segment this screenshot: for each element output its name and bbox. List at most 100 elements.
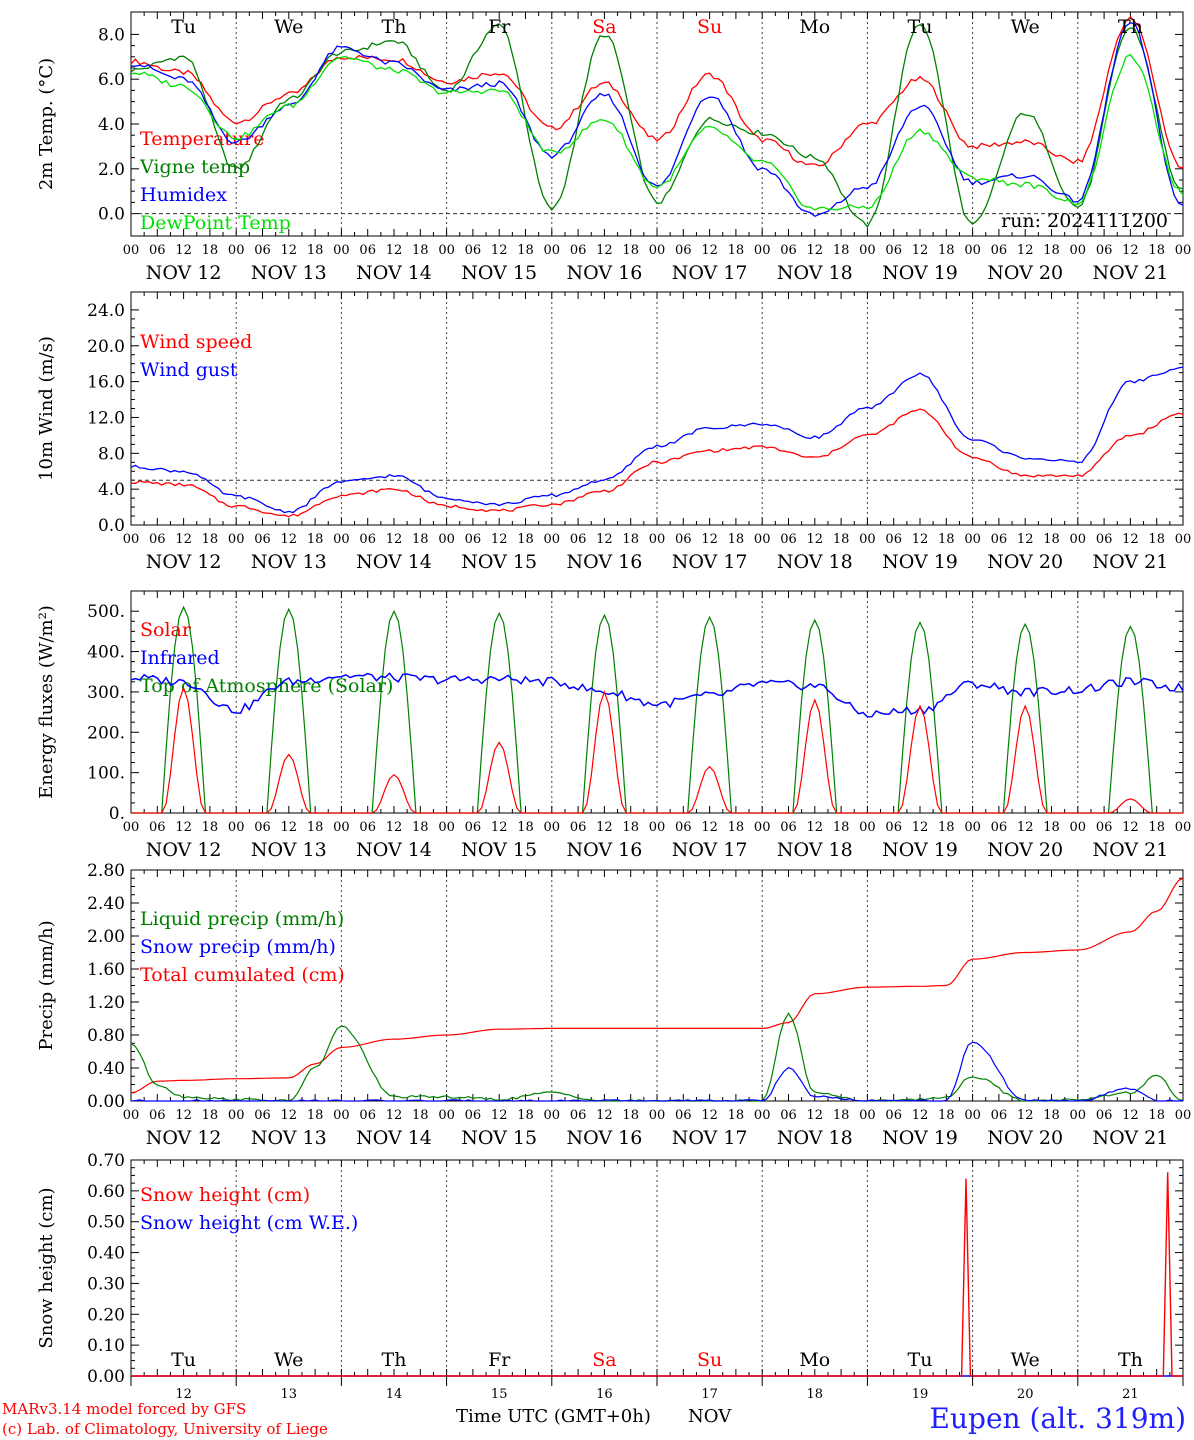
hour-label: 00 <box>1070 1108 1087 1123</box>
date-label: NOV 19 <box>882 1127 958 1149</box>
hour-label: 18 <box>833 243 850 258</box>
hour-label: 00 <box>754 243 771 258</box>
hour-label: 18 <box>833 532 850 547</box>
day-name: Tu <box>908 16 933 38</box>
hour-label: 18 <box>728 820 745 835</box>
hour-label: 06 <box>465 243 482 258</box>
y-tick-label: 0.0 <box>98 516 125 536</box>
hour-label: 00 <box>1070 243 1087 258</box>
date-label: NOV 21 <box>1092 551 1168 573</box>
date-label: NOV 13 <box>251 262 327 284</box>
hour-label: 18 <box>728 532 745 547</box>
hour-label: 00 <box>438 243 455 258</box>
hour-label: 06 <box>359 532 376 547</box>
y-tick-label: 1.60 <box>87 960 125 980</box>
hour-label: 18 <box>938 1108 955 1123</box>
day-number: 16 <box>596 1387 613 1400</box>
date-label: NOV 13 <box>251 1127 327 1149</box>
y-tick-label: 0.40 <box>87 1244 125 1264</box>
hour-label: 12 <box>596 1108 613 1123</box>
series-line <box>131 1172 1183 1377</box>
hour-label: 06 <box>570 243 587 258</box>
hour-label: 06 <box>465 1108 482 1123</box>
hour-label: 00 <box>228 820 245 835</box>
panel-2: 0.0 4.0 8.0 12.0 16.0 20.0 24.0 10m Wind (m/s) 0… <box>36 291 1191 573</box>
day-name: Th <box>382 1349 407 1371</box>
hour-label: 12 <box>596 243 613 258</box>
hour-label: 18 <box>412 532 429 547</box>
hour-label: 18 <box>622 1108 639 1123</box>
y-axis-label: Energy fluxes (W/m²) <box>36 605 57 799</box>
series-line <box>130 1041 1184 1102</box>
hour-label: 12 <box>596 820 613 835</box>
date-label: NOV 15 <box>461 551 537 573</box>
y-tick-label: 0.00 <box>87 1367 125 1387</box>
station-label: Eupen (alt. 319m) <box>929 1402 1186 1435</box>
day-name: Tu <box>171 16 196 38</box>
hour-label: 00 <box>754 532 771 547</box>
hour-label: 18 <box>833 1108 850 1123</box>
hour-label: 06 <box>675 1108 692 1123</box>
hour-label: 00 <box>123 1108 140 1123</box>
hour-label: 00 <box>228 243 245 258</box>
hour-label: 00 <box>333 1108 350 1123</box>
legend-entry: Total cumulated (cm) <box>140 964 345 986</box>
legend-entry: Infrared <box>140 647 220 669</box>
legend-entry: Liquid precip (mm/h) <box>140 908 344 930</box>
y-tick-label: 8.0 <box>98 444 125 464</box>
date-label: NOV 12 <box>146 262 222 284</box>
date-label: NOV 21 <box>1092 839 1168 861</box>
hour-label: 00 <box>333 820 350 835</box>
hour-label: 18 <box>202 820 219 835</box>
hour-label: 18 <box>1148 532 1165 547</box>
hour-label: 18 <box>728 1108 745 1123</box>
y-tick-label: 2.40 <box>87 894 125 914</box>
date-label: NOV 16 <box>566 839 642 861</box>
hour-label: 00 <box>964 243 981 258</box>
hour-label: 00 <box>964 1108 981 1123</box>
hour-label: 18 <box>412 243 429 258</box>
series-line <box>130 15 1184 169</box>
hour-label: 00 <box>123 243 140 258</box>
hour-label: 00 <box>123 532 140 547</box>
month-label: NOV <box>688 1406 732 1427</box>
hour-label: 06 <box>570 820 587 835</box>
hour-label: 00 <box>544 243 561 258</box>
y-tick-label: 100. <box>87 764 125 784</box>
panel-1: 0.0 2.0 4.0 6.0 8.0 2m Temp. (°C) 00 06 12 18 00 06… <box>36 11 1191 284</box>
day-number: 15 <box>491 1387 508 1400</box>
hour-label: 12 <box>1017 820 1034 835</box>
y-axis-label: 10m Wind (m/s) <box>36 336 57 481</box>
y-tick-label: 0.50 <box>87 1213 125 1233</box>
date-label: NOV 16 <box>566 551 642 573</box>
hour-label: 06 <box>885 532 902 547</box>
y-tick-label: 16.0 <box>87 373 125 393</box>
hour-label: 12 <box>491 820 508 835</box>
hour-label: 00 <box>754 1108 771 1123</box>
hour-label: 06 <box>359 820 376 835</box>
hour-label: 18 <box>938 820 955 835</box>
y-tick-label: 0. <box>109 804 125 824</box>
date-label: NOV 17 <box>672 551 748 573</box>
hour-label: 12 <box>1017 1108 1034 1123</box>
hour-label: 06 <box>570 1108 587 1123</box>
hour-label: 00 <box>438 820 455 835</box>
date-label: NOV 14 <box>356 1127 432 1149</box>
hour-label: 06 <box>570 532 587 547</box>
hour-label: 00 <box>544 820 561 835</box>
y-tick-label: 4.0 <box>98 115 125 135</box>
hour-label: 12 <box>175 532 192 547</box>
panel-4: 0.00 0.40 0.80 1.20 1.60 2.00 2.40 2.80 Precip (… <box>36 861 1191 1149</box>
hour-label: 06 <box>991 243 1008 258</box>
y-axis-label: 2m Temp. (°C) <box>36 58 57 190</box>
date-label: NOV 20 <box>987 839 1063 861</box>
day-name: Su <box>697 16 722 38</box>
day-name: Th <box>1118 1349 1143 1371</box>
y-tick-label: 0.10 <box>87 1336 125 1356</box>
day-name: Th <box>382 16 407 38</box>
hour-label: 06 <box>149 820 166 835</box>
hour-label: 18 <box>938 532 955 547</box>
hour-label: 06 <box>359 1108 376 1123</box>
y-tick-label: 1.20 <box>87 993 125 1013</box>
hour-label: 18 <box>1148 820 1165 835</box>
